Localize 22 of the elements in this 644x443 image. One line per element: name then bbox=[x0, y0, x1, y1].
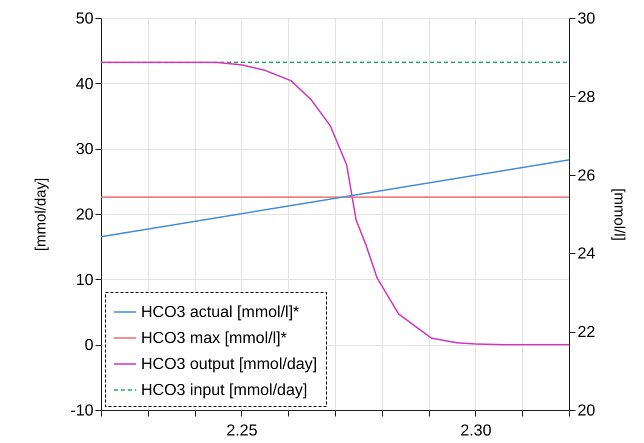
line-series bbox=[100, 62, 570, 346]
y-tick-label: 0 bbox=[84, 337, 94, 354]
x-tick-label: 2.30 bbox=[460, 422, 492, 440]
y-tick-label: 30 bbox=[76, 141, 94, 158]
legend-label: HCO3 output [mmol/day] bbox=[141, 356, 318, 373]
x-tick-label: 2.25 bbox=[226, 422, 258, 440]
y2-tick-label: 24 bbox=[578, 246, 596, 263]
y2-tick-label: 26 bbox=[578, 167, 596, 184]
y-axis-title: [mmol/day] bbox=[32, 178, 50, 252]
legend-label: HCO3 max [mmol/l]* bbox=[141, 330, 287, 347]
y2-tick-label: 30 bbox=[578, 10, 596, 28]
y-tick-label: -10 bbox=[70, 402, 94, 420]
y2-tick-label: 22 bbox=[578, 324, 596, 342]
y-tick-label: 10 bbox=[76, 272, 94, 289]
legend-label: HCO3 input [mmol/day] bbox=[141, 382, 308, 399]
legend-label: HCO3 actual [mmol/l]* bbox=[141, 304, 300, 321]
y2-axis-title: [mmol/l] bbox=[610, 188, 628, 241]
y-tick-label: 20 bbox=[76, 206, 94, 224]
y2-tick-label: 28 bbox=[578, 88, 596, 106]
y-tick-label: 40 bbox=[76, 76, 94, 93]
y-tick-label: 50 bbox=[76, 10, 94, 28]
y2-tick-label: 20 bbox=[578, 402, 596, 420]
